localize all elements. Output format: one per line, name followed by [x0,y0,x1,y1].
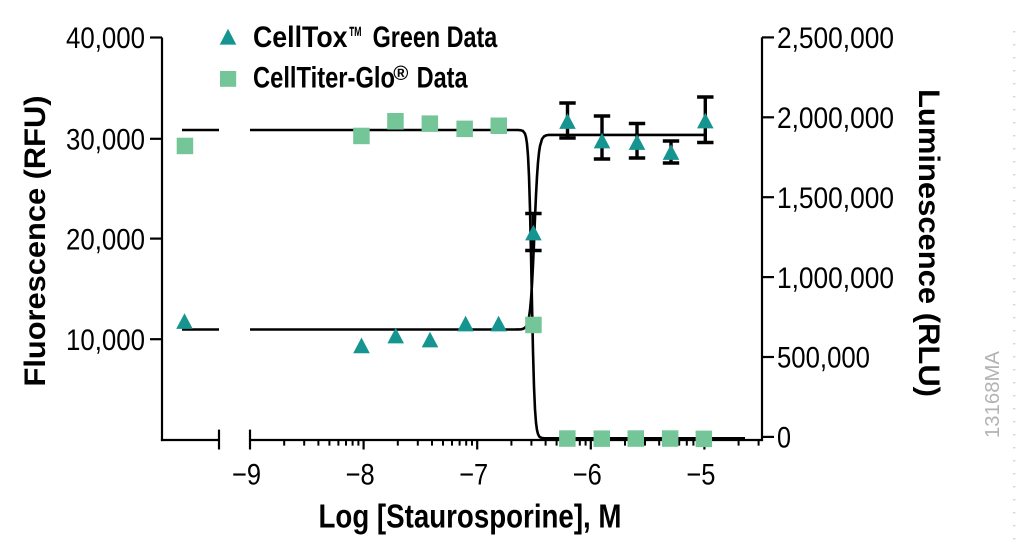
svg-text:®: ® [393,62,408,85]
svg-text:−9: −9 [232,459,261,492]
svg-text:Log [Staurosporine], M: Log [Staurosporine], M [319,498,622,535]
svg-text:40,000: 40,000 [66,22,145,55]
svg-text:Green Data: Green Data [373,21,498,54]
svg-text:Fluorescence (RFU): Fluorescence (RFU) [19,96,52,387]
svg-text:10,000: 10,000 [66,324,145,357]
svg-text:2,500,000: 2,500,000 [777,22,894,55]
svg-text:CellTox: CellTox [253,21,348,54]
svg-text:−7: −7 [459,459,488,492]
svg-text:20,000: 20,000 [66,223,145,256]
svg-text:500,000: 500,000 [777,342,870,375]
svg-text:−5: −5 [686,459,715,492]
svg-text:1,500,000: 1,500,000 [777,182,894,215]
svg-text:Data: Data [417,61,468,94]
svg-text:Luminescence (RLU): Luminescence (RLU) [912,89,945,397]
svg-text:™: ™ [349,21,363,54]
svg-text:1,000,000: 1,000,000 [777,262,894,295]
svg-text:0: 0 [777,422,791,455]
svg-text:13168MA: 13168MA [982,350,1004,438]
svg-text:−6: −6 [573,459,602,492]
svg-text:−8: −8 [346,459,375,492]
svg-text:CellTiter-Glo: CellTiter-Glo [253,61,395,94]
svg-text:2,000,000: 2,000,000 [777,102,894,135]
svg-text:30,000: 30,000 [66,124,145,157]
